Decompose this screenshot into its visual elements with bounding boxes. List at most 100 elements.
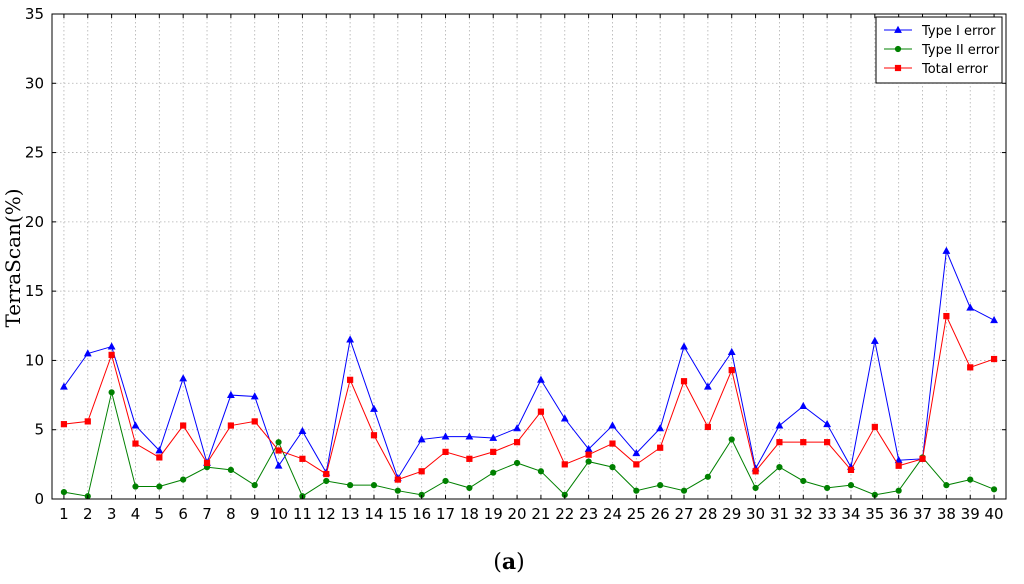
total-error-point: [871, 423, 878, 431]
type-i-error-point: [632, 449, 641, 457]
type-i-error-point: [608, 421, 617, 429]
legend-swatch-marker: [894, 64, 902, 72]
type-ii-error-point: [990, 486, 998, 493]
grid-lines: [52, 14, 1006, 499]
total-error-point: [60, 421, 68, 428]
total-error-point: [967, 364, 974, 371]
type-ii-error-point: [370, 482, 378, 489]
type-i-error-point: [417, 435, 426, 443]
panel-label: (a): [493, 549, 524, 575]
x-tick-label: 5: [155, 505, 165, 523]
type-i-error-point: [966, 303, 975, 311]
total-error-point: [275, 447, 282, 454]
total-error-point: [132, 440, 139, 447]
x-tick-label: 40: [985, 505, 1004, 523]
legend-label: Total error: [921, 62, 989, 77]
type-ii-error-point: [442, 477, 449, 485]
total-error-point: [394, 476, 401, 483]
total-error-point: [633, 461, 640, 468]
x-tick-label: 32: [794, 505, 813, 523]
x-tick-label: 3: [107, 505, 117, 523]
type-ii-error-point: [323, 477, 330, 485]
type-ii-error-point: [180, 476, 187, 483]
total-error-point: [680, 378, 688, 385]
x-tick-label: 23: [579, 505, 598, 523]
x-tick-label: 10: [269, 505, 288, 523]
type-ii-error-point: [227, 466, 234, 474]
legend-item-type-i-error: Type I error: [884, 24, 996, 39]
x-tick-label: 7: [202, 505, 212, 523]
y-tick-label: 10: [25, 351, 44, 369]
total-error-point: [251, 418, 258, 425]
total-error-point: [442, 448, 449, 455]
panel-label-open: (: [493, 550, 502, 575]
panel-label-close: ): [516, 550, 525, 575]
x-tick-label: 28: [698, 505, 717, 523]
total-error-point: [585, 451, 592, 458]
legend-label: Type II error: [921, 43, 1000, 58]
x-tick-label: 36: [889, 505, 908, 523]
x-tick-label: 27: [674, 505, 693, 523]
type-ii-error-point: [728, 436, 735, 443]
x-tick-label: 30: [746, 505, 765, 523]
type-i-error-point: [226, 390, 235, 398]
type-i-error-point: [489, 433, 498, 441]
type-ii-error-point: [490, 469, 497, 476]
total-error-point: [203, 459, 211, 467]
type-i-error-point: [60, 382, 68, 390]
x-tick-label: 2: [83, 505, 93, 523]
type-ii-error-point: [585, 458, 592, 465]
legend-item-type-ii-error: Type II error: [884, 43, 1000, 58]
x-tick-label: 13: [341, 505, 360, 523]
type-i-error-series: [60, 246, 998, 482]
type-i-error-point: [465, 432, 474, 440]
x-tick-label: 26: [651, 505, 670, 523]
type-ii-error-point: [967, 476, 974, 483]
x-tick-label: 34: [841, 505, 860, 523]
type-ii-error-point: [60, 488, 68, 496]
type-i-error-point: [990, 316, 998, 324]
total-error-series: [60, 312, 998, 483]
total-error-point: [490, 448, 497, 455]
total-error-point: [561, 461, 568, 468]
x-tick-label: 31: [770, 505, 789, 523]
type-i-error-point: [775, 421, 784, 429]
x-tick-label: 35: [865, 505, 884, 523]
total-error-point: [537, 408, 545, 415]
x-tick-label: 20: [508, 505, 527, 523]
total-error-point: [800, 439, 807, 446]
type-i-error-point: [942, 246, 951, 254]
x-tick-label: 24: [603, 505, 622, 523]
type-ii-error-point: [680, 487, 688, 494]
total-error-point: [299, 455, 306, 462]
type-ii-error-point: [776, 464, 783, 471]
legend-label: Type I error: [921, 24, 996, 39]
total-error-point: [418, 468, 425, 475]
x-tick-label: 14: [364, 505, 383, 523]
type-i-error-point: [370, 404, 378, 412]
x-tick-label: 16: [412, 505, 431, 523]
y-tick-label: 15: [25, 282, 44, 300]
y-tick-label: 30: [25, 74, 44, 92]
axis-ticks: 1 2 3 4 5 6 7 8 9 10 11 12 13 14 15 16 17 18 19 20 21 22 23 24 2…: [25, 5, 1006, 523]
x-tick-label: 37: [913, 505, 932, 523]
x-tick-label: 21: [531, 505, 550, 523]
total-error-point: [180, 422, 187, 429]
type-ii-error-point: [609, 464, 616, 471]
type-i-error-point: [155, 446, 164, 454]
type-i-error-point: [537, 375, 545, 383]
x-tick-label: 11: [293, 505, 312, 523]
total-error-point: [895, 462, 902, 469]
total-error-point: [323, 470, 330, 478]
total-error-point: [776, 439, 783, 446]
legend-swatch-marker: [894, 25, 902, 33]
type-i-error-point: [703, 382, 712, 390]
type-i-error-point: [131, 421, 140, 429]
x-tick-label: 15: [388, 505, 407, 523]
type-ii-error-point: [633, 487, 640, 494]
type-ii-error-point: [108, 389, 115, 396]
total-error-point: [919, 455, 926, 462]
type-ii-error-point: [347, 482, 354, 489]
type-ii-error-point: [704, 473, 711, 480]
x-tick-label: 19: [484, 505, 503, 523]
